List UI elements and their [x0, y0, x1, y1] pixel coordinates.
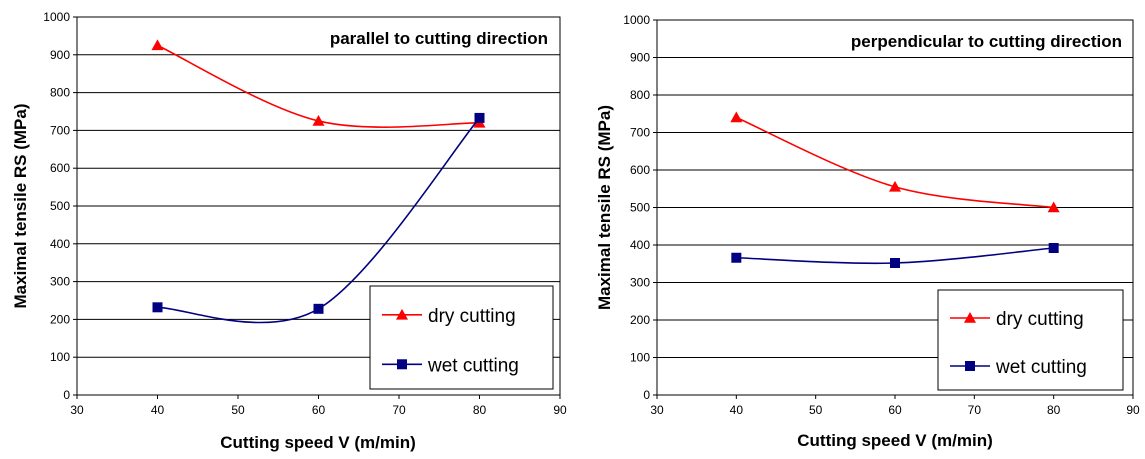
x-axis-title: Cutting speed V (m/min): [220, 433, 416, 452]
y-axis-title: Maximal tensile RS (MPa): [11, 103, 30, 308]
x-tick-label: 50: [231, 403, 245, 417]
x-tick-label: 40: [151, 403, 165, 417]
y-tick-label: 600: [630, 163, 650, 177]
data-point-marker: [731, 252, 742, 263]
x-axis-title: Cutting speed V (m/min): [797, 431, 993, 450]
y-tick-label: 800: [630, 88, 650, 102]
data-point-marker: [1048, 243, 1059, 253]
data-point-marker: [730, 111, 743, 123]
x-tick-label: 80: [473, 403, 487, 417]
data-point-marker: [890, 258, 900, 268]
data-point-marker: [312, 114, 325, 126]
x-tick-label: 60: [888, 403, 902, 417]
x-tick-label: 70: [392, 403, 406, 417]
legend-marker: [965, 361, 975, 371]
data-point-marker: [313, 303, 324, 314]
y-tick-label: 100: [630, 351, 650, 365]
y-tick-label: 200: [50, 312, 70, 326]
legend-label: wet cutting: [427, 355, 519, 376]
x-tick-label: 30: [650, 403, 664, 417]
chart-panel-1: 0 100 200 300 400 500 600 700 800 900 1000 30 40 50 60…: [11, 10, 567, 452]
y-tick-label: 200: [630, 313, 650, 327]
legend-label: dry cutting: [996, 309, 1084, 330]
legend-box: [369, 285, 554, 390]
x-tick-label: 50: [809, 403, 823, 417]
data-point-marker: [152, 302, 163, 313]
legend-marker: [396, 308, 408, 320]
y-tick-label: 1000: [43, 10, 70, 24]
chart-title: perpendicular to cutting direction: [851, 32, 1122, 51]
y-tick-label: 900: [50, 48, 70, 62]
y-tick-label: 0: [63, 388, 70, 402]
y-tick-label: 800: [50, 86, 70, 100]
series-dry-cutting: [151, 39, 486, 128]
series-line: [736, 116, 1054, 209]
y-tick-label: 700: [630, 126, 650, 140]
legend-marker: [397, 359, 407, 370]
legend-label: wet cutting: [995, 357, 1087, 378]
y-tick-label: 0: [643, 388, 650, 402]
x-tick-label: 90: [1126, 403, 1140, 417]
legend: dry cutting wet cutting: [937, 289, 1124, 391]
series-dry-cutting: [730, 111, 1060, 213]
y-tick-label: 1000: [623, 13, 650, 27]
legend-marker: [964, 312, 976, 323]
x-tick-label: 40: [730, 403, 744, 417]
data-point-marker: [151, 39, 164, 51]
y-tick-label: 700: [50, 123, 70, 137]
data-point-marker: [1047, 201, 1060, 213]
legend-label: dry cutting: [428, 306, 516, 327]
series-wet-cutting: [731, 243, 1059, 268]
legend-box: [937, 289, 1124, 391]
y-tick-label: 500: [50, 199, 70, 213]
x-tick-label: 30: [70, 403, 84, 417]
chart-panel-2: 0 100 200 300 400 500 600 700 800 900 1000 30 40 50 60…: [595, 13, 1140, 450]
x-tick-label: 80: [1047, 403, 1061, 417]
y-tick-label: 600: [50, 161, 70, 175]
y-tick-label: 500: [630, 201, 650, 215]
chart-title: parallel to cutting direction: [330, 29, 548, 48]
x-tick-label: 70: [968, 403, 982, 417]
data-point-marker: [889, 180, 901, 192]
y-tick-label: 100: [50, 350, 70, 364]
series-line: [157, 44, 480, 128]
y-axis-title: Maximal tensile RS (MPa): [595, 105, 614, 310]
x-tick-label: 90: [553, 403, 567, 417]
y-tick-label: 400: [630, 238, 650, 252]
x-tick-label: 60: [312, 403, 326, 417]
series-wet-cutting: [152, 112, 485, 324]
data-point-marker: [474, 112, 485, 123]
legend: dry cutting wet cutting: [369, 285, 554, 390]
y-tick-label: 400: [50, 237, 70, 251]
y-tick-label: 900: [630, 51, 650, 65]
y-tick-label: 300: [630, 276, 650, 290]
y-tick-label: 300: [50, 275, 70, 289]
